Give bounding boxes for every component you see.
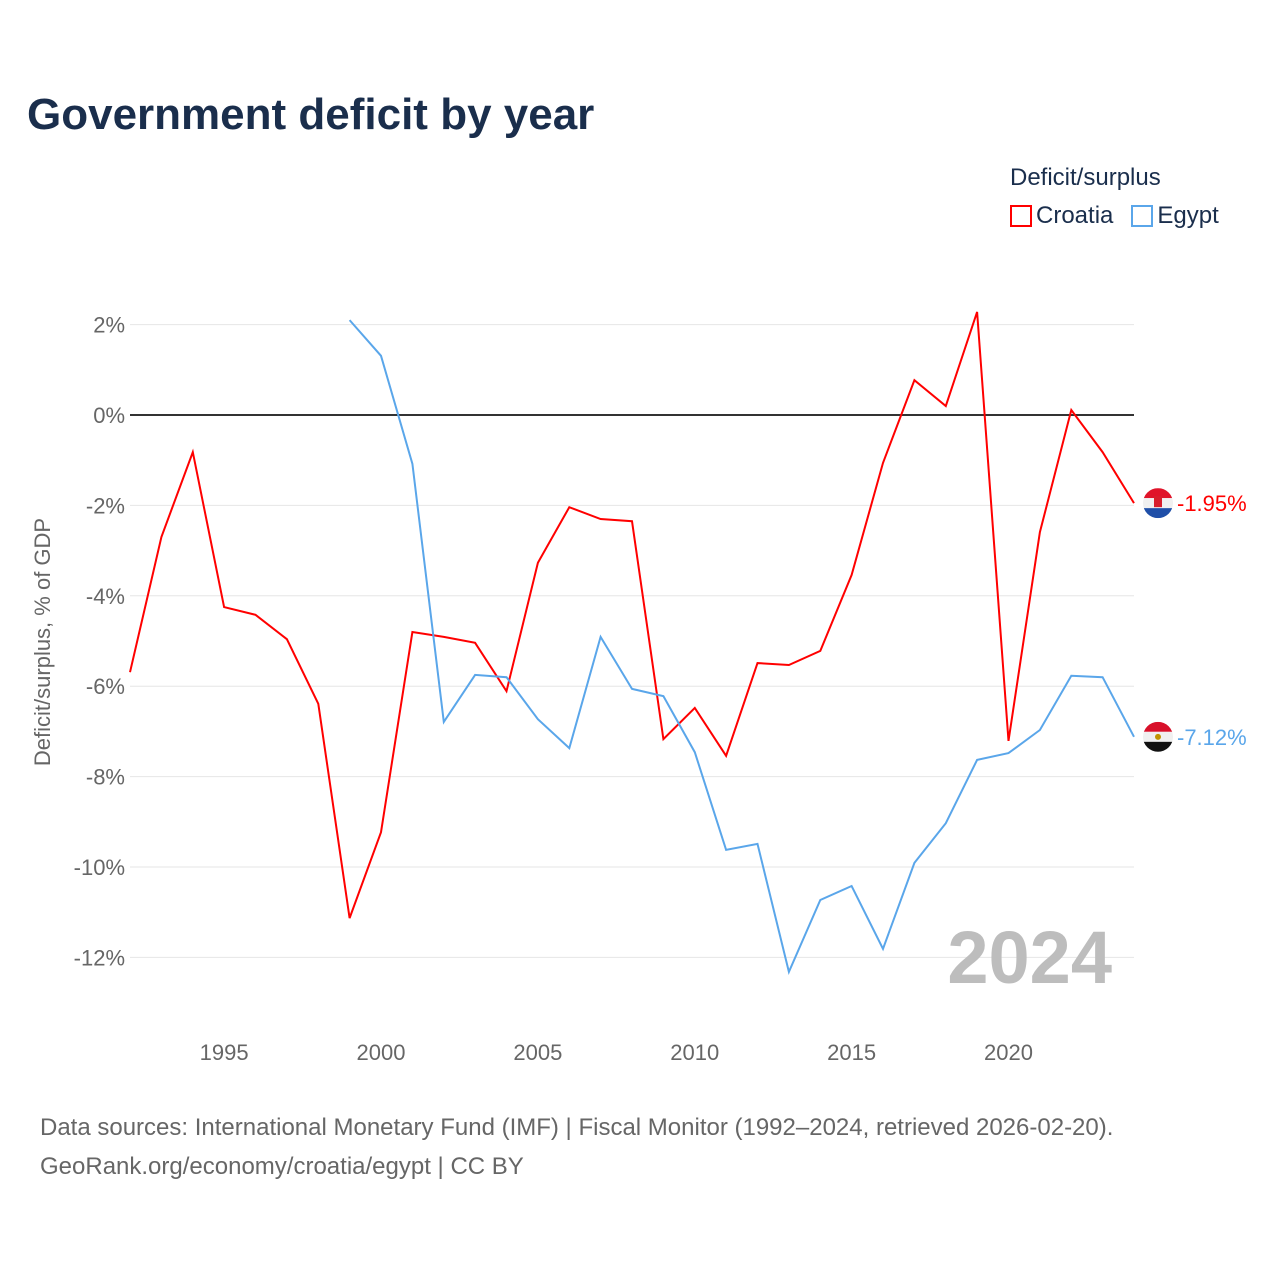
flag-croatia-icon (1143, 488, 1173, 519)
source-link[interactable]: GeoRank.org/economy/croatia/egypt | CC B… (40, 1153, 524, 1180)
end-value-label: -7.12% (1177, 725, 1247, 750)
y-tick-label: -10% (74, 855, 125, 880)
legend-label: Croatia (1036, 202, 1114, 229)
x-tick-label: 1995 (200, 1040, 249, 1065)
y-tick-label: -4% (86, 584, 125, 609)
y-tick-label: -12% (74, 945, 125, 970)
y-tick-label: -8% (86, 765, 125, 790)
y-tick-label: -2% (86, 493, 125, 518)
y-tick-label: 2% (93, 313, 125, 338)
legend-title: Deficit/surplus (1010, 164, 1161, 191)
legend-item-croatia[interactable]: Croatia (1010, 202, 1113, 230)
source-line: Data sources: International Monetary Fun… (40, 1114, 1114, 1141)
x-tick-label: 2005 (513, 1040, 562, 1065)
legend-swatch (1131, 205, 1154, 227)
y-axis-label: Deficit/surplus, % of GDP (30, 518, 55, 766)
chart-title: Government deficit by year (27, 90, 595, 139)
year-watermark: 2024 (947, 916, 1112, 999)
line-chart: 2% 0% -2% -4% -6% -8% -10% -12% 1995 2000 2005 2010… (30, 311, 1247, 1065)
x-tick-label: 2020 (984, 1040, 1033, 1065)
source-note: Data sources: International Monetary Fun… (40, 1108, 1113, 1186)
series-line-egypt (348, 319, 1135, 976)
y-tick-label: 0% (93, 403, 125, 428)
x-tick-label: 2010 (670, 1040, 719, 1065)
x-tick-label: 2015 (827, 1040, 876, 1065)
series-line-croatia (129, 311, 1135, 919)
y-tick-label: -6% (86, 674, 125, 699)
legend-swatch (1010, 205, 1032, 227)
legend: Deficit/surplus Croatia Egypt (1010, 164, 1219, 230)
flag-egypt-icon (1143, 721, 1173, 752)
legend-item-egypt[interactable]: Egypt (1131, 202, 1219, 230)
x-tick-label: 2000 (357, 1040, 406, 1065)
end-value-label: -1.95% (1177, 491, 1247, 516)
legend-label: Egypt (1157, 202, 1219, 229)
